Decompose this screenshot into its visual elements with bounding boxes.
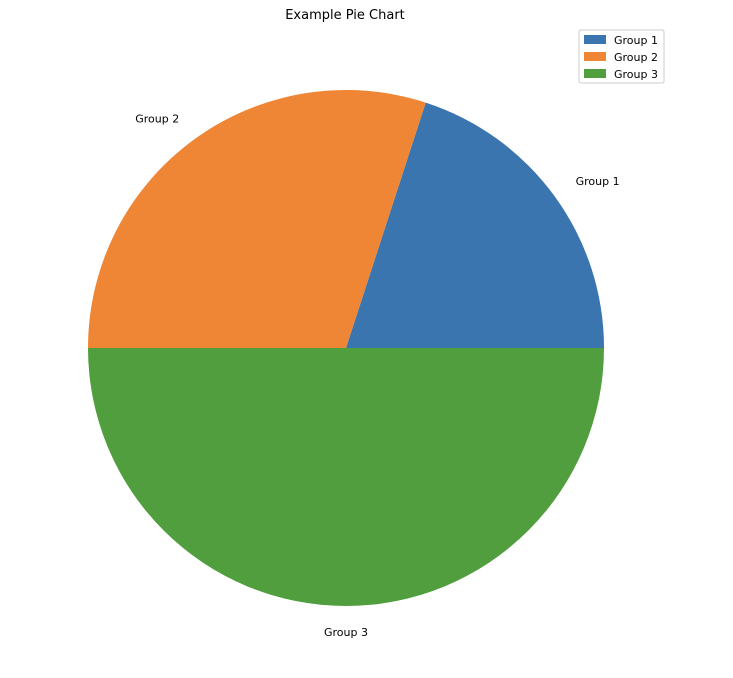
- legend-swatch-2: [584, 52, 606, 61]
- legend-label-2: Group 2: [614, 51, 658, 64]
- legend-label-3: Group 3: [614, 68, 658, 81]
- slice-label-2: Group 2: [135, 112, 179, 125]
- slice-label-3: Group 3: [324, 626, 368, 639]
- legend-swatch-3: [584, 69, 606, 78]
- legend: Group 1 Group 2 Group 3: [578, 29, 665, 84]
- pie-slice-2: [88, 90, 426, 348]
- pie-slice-1: [346, 102, 604, 348]
- legend-label-1: Group 1: [614, 34, 658, 47]
- chart-title: Example Pie Chart: [285, 8, 405, 23]
- legend-swatch-1: [584, 35, 606, 44]
- pie-slices: [88, 90, 604, 606]
- pie-slice-3: [88, 348, 604, 606]
- slice-label-1: Group 1: [576, 175, 620, 188]
- pie-labels: Group 1 Group 2 Group 3: [135, 112, 619, 638]
